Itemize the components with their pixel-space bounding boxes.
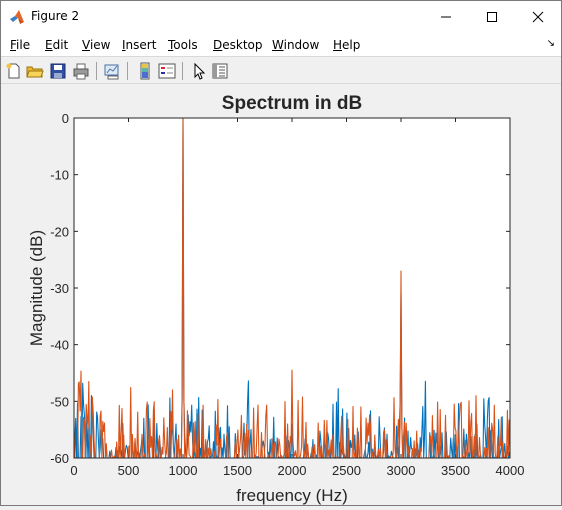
y-tick-label: -10 bbox=[50, 168, 69, 183]
maximize-icon bbox=[487, 11, 497, 22]
x-tick-label: 2500 bbox=[332, 463, 361, 478]
y-tick-label: -40 bbox=[50, 338, 69, 353]
colorbar-icon[interactable] bbox=[136, 62, 154, 80]
toolbar-separator bbox=[127, 62, 128, 80]
window-title: Figure 2 bbox=[31, 9, 80, 23]
print-icon[interactable] bbox=[72, 62, 90, 80]
minimize-icon bbox=[441, 16, 451, 17]
x-tick-label: 4000 bbox=[496, 463, 525, 478]
legend-icon[interactable] bbox=[158, 62, 176, 80]
menu-bar: File Edit View Insert Tools Desktop Wind… bbox=[1, 32, 561, 56]
link-plot-icon[interactable] bbox=[103, 62, 121, 80]
y-tick-label: -60 bbox=[50, 451, 69, 466]
spectrum-plot: Spectrum in dB frequency (Hz) Magnitude … bbox=[27, 93, 524, 505]
title-bar[interactable]: Figure 2 bbox=[1, 1, 561, 32]
y-axis-label: Magnitude (dB) bbox=[27, 230, 46, 346]
menu-help[interactable]: Help bbox=[333, 38, 361, 52]
figure-canvas: Spectrum in dB frequency (Hz) Magnitude … bbox=[1, 85, 561, 505]
save-icon[interactable] bbox=[49, 62, 67, 80]
menu-desktop[interactable]: Desktop bbox=[213, 38, 263, 52]
y-tick-label: -20 bbox=[50, 224, 69, 239]
menu-window[interactable]: Window bbox=[272, 38, 320, 52]
y-tick-label: -30 bbox=[50, 281, 69, 296]
figure-toolbar bbox=[1, 56, 561, 84]
y-tick-label: 0 bbox=[62, 111, 69, 126]
minimize-button[interactable] bbox=[423, 1, 469, 32]
menu-view[interactable]: View bbox=[82, 38, 111, 52]
menu-file[interactable]: File bbox=[10, 38, 31, 52]
x-tick-label: 3500 bbox=[441, 463, 470, 478]
dock-arrow-icon[interactable]: ↘ bbox=[546, 38, 555, 49]
toolbar-separator bbox=[96, 62, 97, 80]
x-tick-label: 1000 bbox=[169, 463, 198, 478]
maximize-button[interactable] bbox=[469, 1, 515, 32]
x-tick-label: 0 bbox=[70, 463, 77, 478]
new-figure-icon[interactable] bbox=[5, 62, 23, 80]
menu-tools[interactable]: Tools bbox=[168, 38, 198, 52]
axis-ticks: 0 500 1000 1500 2000 2500 3000 3500 4000 0 -10 -20 -… bbox=[50, 111, 524, 478]
pointer-icon[interactable] bbox=[190, 62, 208, 80]
menu-edit[interactable]: Edit bbox=[45, 38, 69, 52]
axes-box bbox=[73, 117, 511, 459]
matlab-logo-icon bbox=[10, 10, 24, 24]
chart-title: Spectrum in dB bbox=[222, 93, 362, 114]
x-tick-label: 3000 bbox=[387, 463, 416, 478]
menu-insert[interactable]: Insert bbox=[122, 38, 157, 52]
property-inspector-icon[interactable] bbox=[211, 62, 229, 80]
x-tick-label: 500 bbox=[118, 463, 140, 478]
x-tick-label: 2000 bbox=[278, 463, 307, 478]
y-tick-label: -50 bbox=[50, 394, 69, 409]
toolbar-separator bbox=[182, 62, 183, 80]
open-file-icon[interactable] bbox=[26, 62, 44, 80]
close-button[interactable] bbox=[515, 1, 561, 32]
series-line-2 bbox=[73, 117, 511, 459]
close-icon bbox=[532, 11, 544, 22]
x-tick-label: 1500 bbox=[223, 463, 252, 478]
x-axis-label: frequency (Hz) bbox=[236, 486, 347, 505]
